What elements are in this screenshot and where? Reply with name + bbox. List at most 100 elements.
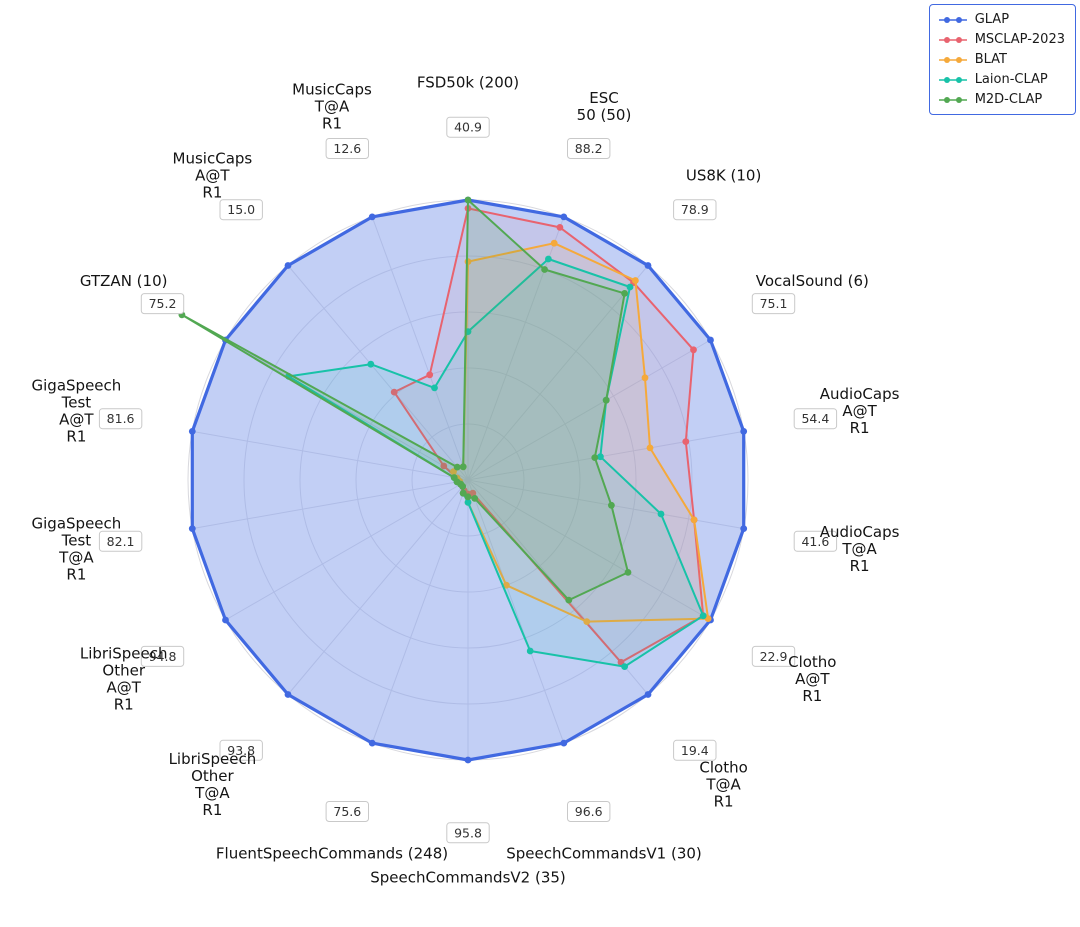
- axis-title: ESC 50 (50): [577, 89, 632, 124]
- axis-tick: 75.1: [751, 293, 796, 315]
- axis-tick: 40.9: [446, 116, 490, 138]
- axis-spoke: [225, 479, 469, 621]
- data-point: [284, 262, 292, 269]
- axis-title: US8K (10): [686, 166, 761, 184]
- axis-title: GigaSpeech Test T@A R1: [32, 515, 122, 584]
- legend: GLAP MSCLAP-2023 BLAT Laion-CLAP M2D-CLAP: [928, 4, 1076, 115]
- legend-item-glap: GLAP: [938, 12, 1065, 27]
- svg-text:41.6: 41.6: [801, 534, 829, 549]
- svg-text:96.6: 96.6: [575, 804, 603, 819]
- axis-tick: 94.8: [140, 645, 185, 667]
- svg-text:81.6: 81.6: [107, 411, 135, 426]
- data-point: [188, 428, 196, 435]
- legend-marker-icon: [938, 96, 967, 103]
- data-point: [690, 346, 697, 354]
- legend-marker-icon: [938, 56, 967, 63]
- data-point: [459, 489, 467, 497]
- legend-item-m2d-clap: M2D-CLAP: [938, 92, 1065, 107]
- axis-spoke: [467, 265, 649, 481]
- axis-title: AudioCaps T@A R1: [820, 523, 900, 575]
- axis-tick: 82.1: [98, 530, 143, 552]
- svg-text:75.2: 75.2: [149, 296, 177, 311]
- axis-title: LibriSpeech Other T@A R1: [169, 750, 257, 819]
- legend-marker-icon: [938, 36, 967, 43]
- data-point: [632, 277, 639, 284]
- axis-tick: 93.8: [219, 739, 263, 761]
- data-point: [426, 371, 434, 379]
- axis-title: GigaSpeech Test A@T R1: [32, 377, 122, 446]
- data-point: [450, 468, 457, 475]
- svg-text:82.1: 82.1: [107, 534, 135, 549]
- data-point: [644, 691, 652, 698]
- data-point: [644, 262, 652, 269]
- axis-spoke: [371, 479, 469, 744]
- data-point: [597, 453, 604, 461]
- axis-tick: 88.2: [567, 138, 611, 159]
- axis-title: MusicCaps A@T R1: [173, 149, 253, 201]
- axis-spoke: [371, 216, 469, 481]
- legend-label: GLAP: [974, 12, 1010, 27]
- axis-title: Clotho A@T R1: [788, 653, 836, 705]
- data-point: [367, 360, 375, 368]
- axis-spoke: [287, 479, 469, 695]
- axis-tick: 54.4: [793, 408, 838, 430]
- data-point: [682, 438, 690, 445]
- legend-label: BLAT: [974, 52, 1007, 67]
- legend-item-laion-clap: Laion-CLAP: [938, 72, 1065, 87]
- axis-title: FSD50k (200): [417, 73, 519, 91]
- svg-text:88.2: 88.2: [575, 141, 603, 156]
- svg-text:40.9: 40.9: [454, 120, 482, 135]
- data-point: [608, 501, 615, 509]
- data-point: [464, 493, 472, 501]
- data-point: [565, 596, 573, 604]
- axis-title: FluentSpeechCommands (248): [216, 845, 448, 863]
- data-point: [550, 239, 558, 247]
- axis-spoke: [225, 339, 469, 481]
- data-point: [657, 510, 665, 518]
- axis-tick: 75.2: [140, 293, 185, 315]
- axis-tick: 96.6: [567, 801, 611, 822]
- data-point: [621, 663, 628, 670]
- axis-tick: 15.0: [219, 199, 263, 221]
- data-point: [602, 396, 610, 404]
- data-point: [624, 569, 632, 576]
- svg-text:12.6: 12.6: [333, 141, 361, 156]
- data-point: [464, 756, 472, 764]
- legend-label: Laion-CLAP: [974, 72, 1048, 87]
- axis-tick: 78.9: [673, 199, 717, 221]
- axis-tick: 19.4: [673, 739, 717, 761]
- axis-spoke: [467, 339, 711, 481]
- data-point: [390, 388, 398, 396]
- data-point: [450, 474, 458, 481]
- svg-text:93.8: 93.8: [227, 743, 255, 758]
- axis-title: SpeechCommandsV2 (35): [370, 869, 566, 887]
- axis-tick: 41.6: [793, 530, 838, 552]
- axis-tick: 12.6: [325, 138, 370, 159]
- data-point: [502, 581, 510, 589]
- axis-spoke: [467, 479, 744, 530]
- svg-text:19.4: 19.4: [681, 743, 709, 758]
- axis-spoke: [192, 430, 469, 481]
- axis-spoke: [467, 479, 565, 744]
- data-point: [740, 525, 748, 532]
- axis-title: GTZAN (10): [80, 272, 168, 290]
- data-point: [740, 428, 748, 435]
- legend-label: MSCLAP-2023: [974, 32, 1065, 47]
- axis-title: LibriSpeech Other A@T R1: [80, 644, 168, 713]
- data-point: [560, 213, 568, 221]
- svg-text:54.4: 54.4: [801, 411, 829, 426]
- data-point: [464, 196, 472, 204]
- data-point: [464, 499, 472, 506]
- axis-spoke: [287, 265, 469, 481]
- axis-title: Clotho T@A R1: [699, 759, 747, 811]
- axis-tick: 22.9: [751, 645, 796, 667]
- data-point: [453, 463, 461, 471]
- data-point: [440, 462, 448, 470]
- data-point: [459, 463, 467, 471]
- svg-text:95.8: 95.8: [454, 825, 482, 840]
- data-point: [621, 290, 628, 297]
- axis-spoke: [467, 430, 744, 481]
- data-point: [699, 612, 707, 620]
